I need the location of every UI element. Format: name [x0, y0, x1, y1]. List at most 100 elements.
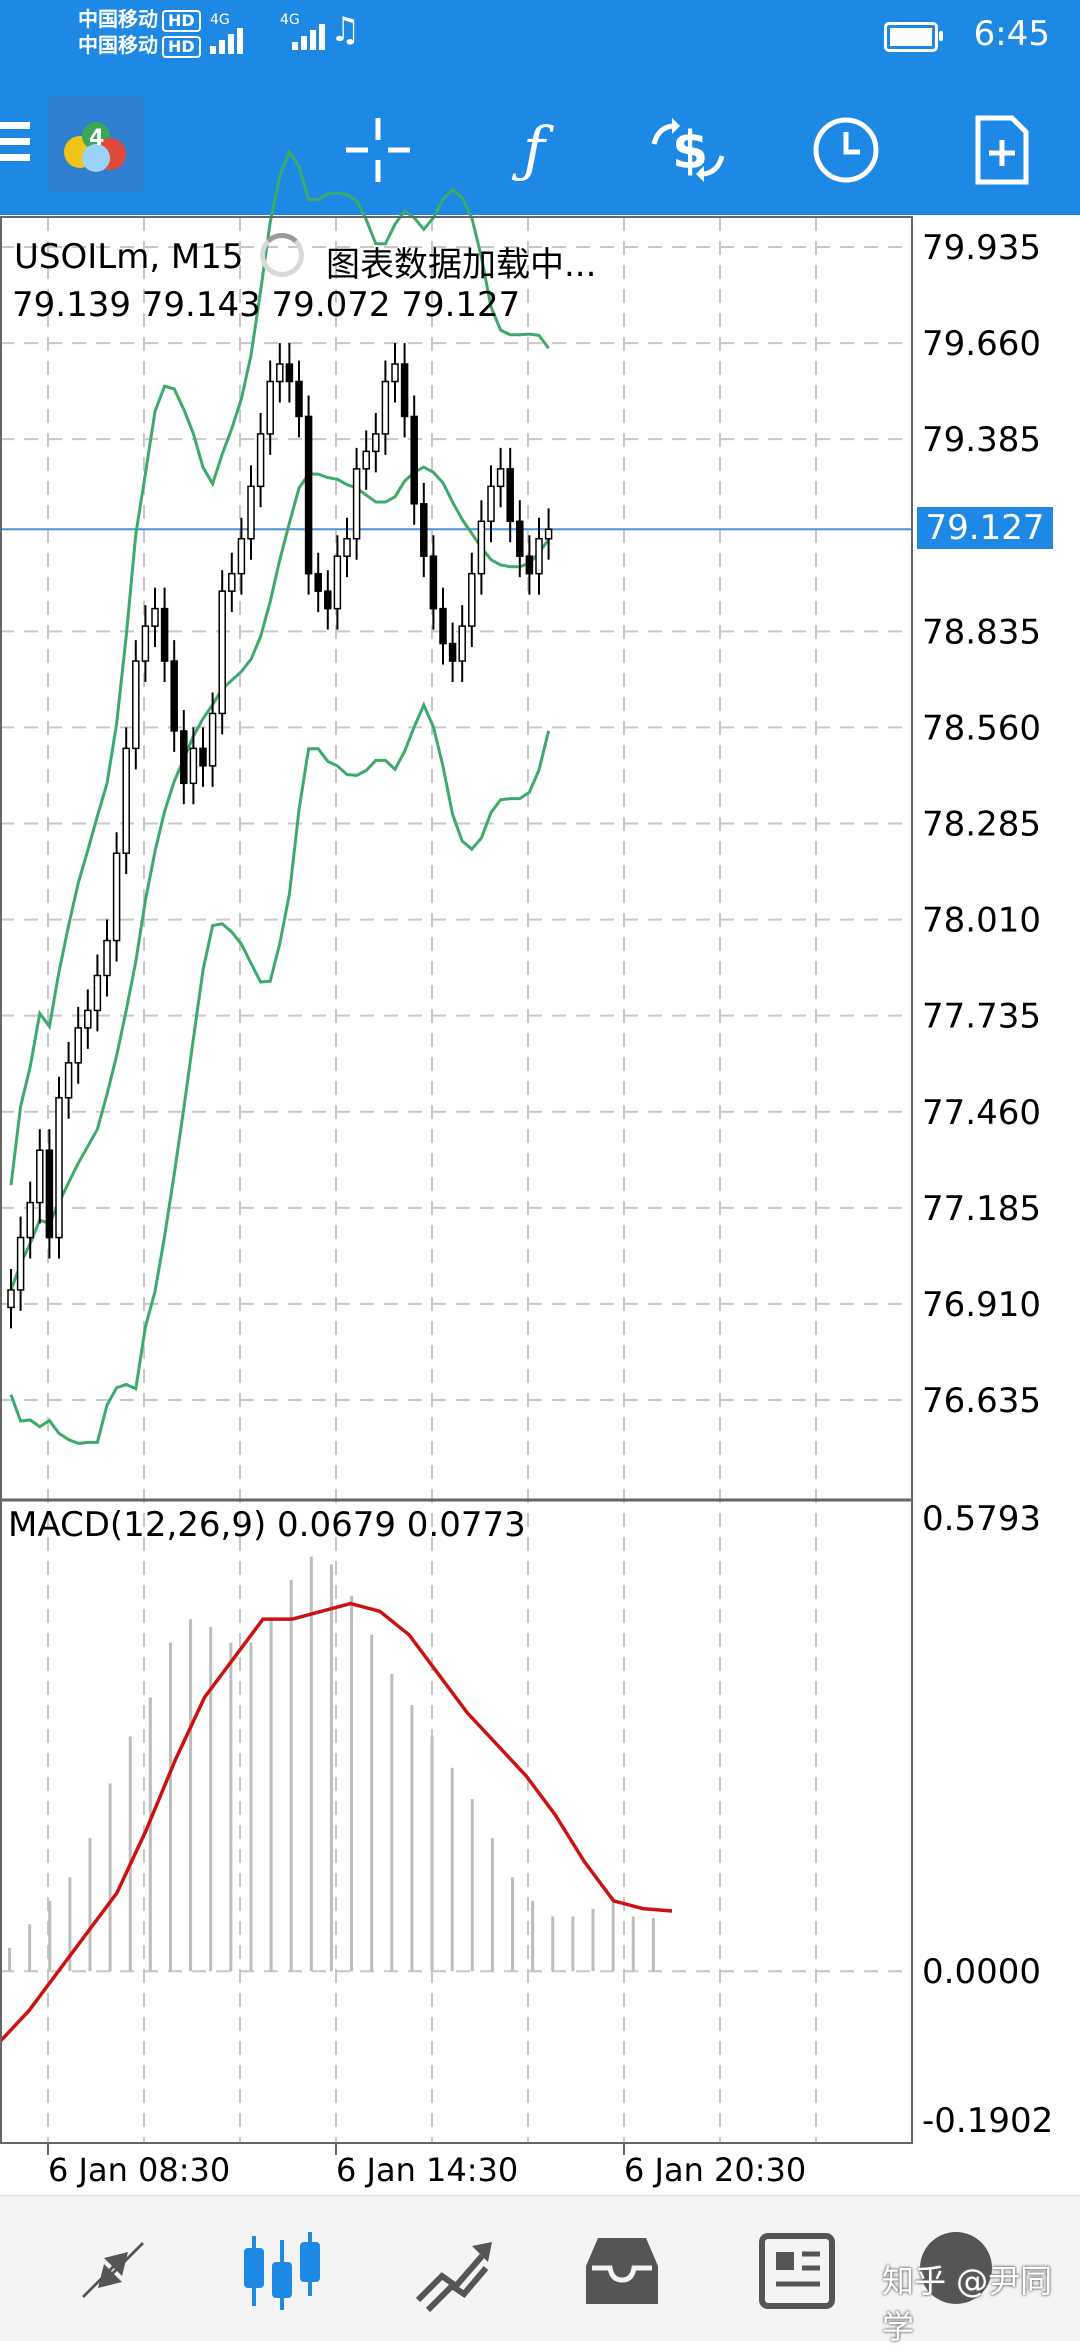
bollinger-lower — [9, 701, 551, 1445]
price-tick-label: 78.010 — [922, 901, 1041, 941]
bollinger-bands — [9, 148, 551, 1445]
time-axis-label: 6 Jan 20:30 — [624, 2151, 806, 2189]
candle-body — [237, 537, 246, 575]
carrier-info: 中国移动 HD 中国移动 HD — [78, 6, 201, 58]
candle-body — [189, 747, 198, 785]
macd-histogram-bar — [350, 1595, 354, 1972]
macd-histogram-bar — [168, 1642, 172, 1972]
ohlc-values: 79.139 79.143 79.072 79.127 — [12, 285, 521, 325]
macd-tick-label: 0.5793 — [922, 1499, 1041, 1539]
macd-histogram-bar — [531, 1900, 535, 1972]
candle-body — [266, 380, 274, 435]
candle-body — [429, 555, 438, 610]
battery-icon — [884, 22, 943, 52]
macd-histogram-bar — [289, 1580, 293, 1972]
candle-body — [112, 852, 121, 942]
nav-trade[interactable] — [402, 2226, 502, 2316]
price-tick-label: 79.385 — [922, 420, 1041, 460]
crosshair-icon[interactable] — [338, 110, 418, 190]
carrier-name-2: 中国移动 — [78, 33, 158, 57]
macd-histogram-bar — [108, 1783, 112, 1972]
time-axis-label: 6 Jan 08:30 — [48, 2151, 230, 2189]
chart-area[interactable]: 79.935 79.660 79.385 78.835 78.560 78.285 78.0… — [0, 148, 1080, 2189]
price-tick-label: 78.835 — [922, 612, 1041, 652]
watermark-text: 知乎 @尹同学 — [882, 2262, 1053, 2346]
loading-text: 图表数据加载中... — [326, 245, 597, 285]
macd-histogram-bar — [430, 1736, 434, 1972]
price-tick-label: 76.635 — [922, 1381, 1041, 1421]
macd-histogram-bar — [611, 1900, 615, 1972]
macd-histogram-bar — [490, 1838, 494, 1972]
news-icon — [759, 2233, 835, 2309]
candle-body — [304, 415, 313, 575]
candle-body — [218, 590, 226, 715]
carrier-name-1: 中国移动 — [78, 7, 158, 31]
candle-body — [487, 485, 495, 523]
candle-body — [36, 1149, 44, 1204]
candle-body — [247, 485, 255, 540]
candle-body — [544, 528, 553, 540]
macd-histogram-bar — [48, 1900, 52, 1972]
current-price-tag: 79.127 — [917, 507, 1053, 549]
nav-quotes[interactable] — [62, 2226, 162, 2316]
price-tick-label: 77.185 — [922, 1189, 1041, 1229]
macd-histogram-bar — [651, 1918, 655, 1972]
macd-histogram-bar — [269, 1619, 273, 1972]
candle-body — [314, 572, 322, 592]
candle-body — [477, 520, 486, 575]
bollinger-middle — [9, 465, 550, 1291]
document-add-icon[interactable] — [962, 110, 1042, 190]
macd-histogram-bar — [28, 1924, 32, 1972]
macd-indicator — [0, 1556, 673, 2043]
loading-spinner-icon — [260, 233, 304, 277]
macd-histogram-bar — [209, 1626, 213, 1972]
macd-histogram-bar — [329, 1564, 333, 1972]
macd-histogram-bar — [591, 1908, 595, 1972]
macd-signal-line — [0, 1601, 673, 2043]
macd-histogram-bar — [450, 1767, 454, 1972]
macd-histogram-bar — [631, 1916, 635, 1972]
candle-body — [170, 660, 178, 732]
hd-badge: HD — [162, 10, 201, 32]
clock-icon[interactable] — [806, 110, 886, 190]
macd-histogram-bar — [470, 1799, 474, 1972]
time-axis-label: 6 Jan 14:30 — [336, 2151, 518, 2189]
candle-body — [468, 572, 476, 627]
history-inbox-icon — [586, 2238, 658, 2304]
candle-body — [458, 625, 466, 662]
dollar-swap-icon[interactable]: $ — [648, 110, 728, 190]
candle-body — [535, 537, 543, 575]
trade-trend-icon — [415, 2242, 492, 2313]
candle-body — [93, 974, 102, 1012]
macd-histogram-bar — [229, 1642, 233, 1972]
music-note-icon: ♫ — [330, 10, 361, 50]
candle-body — [525, 555, 534, 575]
hamburger-icon[interactable] — [0, 122, 30, 172]
nav-news[interactable] — [746, 2226, 846, 2316]
price-tick-label: 77.460 — [922, 1093, 1041, 1133]
candle-body — [276, 363, 284, 383]
macd-tick-label: 0.0000 — [922, 1952, 1041, 1992]
macd-histogram-bar — [68, 1877, 72, 1972]
candle-body — [410, 415, 418, 505]
bollinger-upper — [9, 148, 550, 1186]
function-f-icon[interactable]: ƒ — [522, 115, 546, 185]
candle-body — [132, 660, 140, 750]
candle-body — [16, 1236, 25, 1291]
candle-body — [160, 607, 169, 662]
price-tick-label: 78.560 — [922, 708, 1041, 748]
nav-chart[interactable] — [232, 2226, 332, 2316]
candle-body — [285, 363, 294, 383]
metatrader-4-logo[interactable]: 4 — [48, 96, 144, 192]
bottom-navigation: 知乎 @尹同学 — [0, 2195, 1080, 2346]
price-chart[interactable]: 79.935 79.660 79.385 78.835 78.560 78.285 78.0… — [0, 148, 1080, 2195]
candle-body — [295, 380, 303, 418]
chart-axes: 79.935 79.660 79.385 78.835 78.560 78.285 78.0… — [0, 216, 1053, 2189]
macd-histogram-bar — [148, 1697, 152, 1972]
nav-history[interactable] — [572, 2226, 672, 2316]
macd-histogram-bar — [390, 1673, 394, 1972]
status-bar: 中国移动 HD 中国移动 HD 4G 4G ♫ 6:45 — [0, 0, 1080, 70]
candle-body — [400, 363, 409, 418]
chart-candles-icon — [244, 2232, 320, 2310]
avatar[interactable] — [920, 2232, 992, 2304]
